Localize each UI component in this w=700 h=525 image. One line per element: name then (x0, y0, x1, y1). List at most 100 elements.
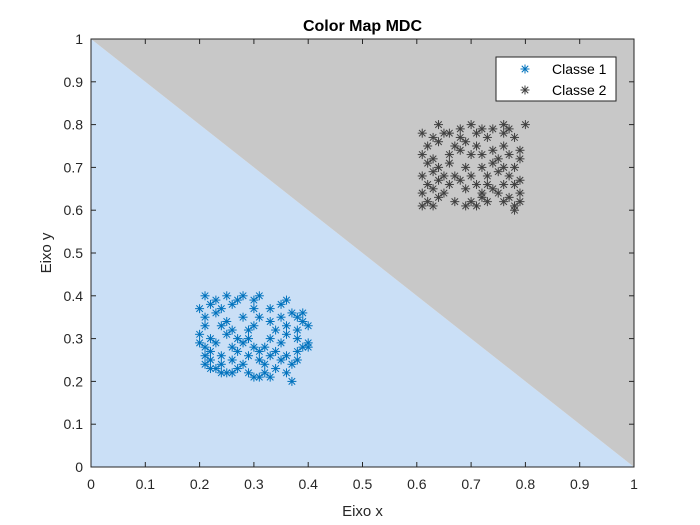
data-point-series-2 (428, 154, 438, 164)
data-point-series-1 (200, 312, 210, 322)
y-tick-label: 0.8 (64, 117, 84, 133)
data-point-series-1 (281, 329, 291, 339)
data-point-series-2 (488, 124, 498, 134)
y-tick-label: 0.9 (64, 74, 84, 90)
data-point-series-2 (455, 175, 465, 185)
data-point-series-2 (510, 162, 520, 172)
data-point-series-2 (482, 180, 492, 190)
data-point-series-2 (515, 175, 525, 185)
data-point-series-2 (488, 145, 498, 155)
y-tick-label: 0 (75, 459, 83, 475)
data-point-series-2 (515, 154, 525, 164)
data-point-series-2 (520, 120, 530, 130)
data-point-series-2 (444, 180, 454, 190)
data-point-series-2 (493, 188, 503, 198)
data-point-series-2 (499, 162, 509, 172)
data-point-series-2 (499, 141, 509, 151)
data-point-series-1 (200, 291, 210, 301)
data-point-series-1 (287, 308, 297, 318)
data-point-series-2 (499, 128, 509, 138)
data-point-series-1 (233, 334, 243, 344)
data-point-series-2 (493, 154, 503, 164)
data-point-series-2 (466, 197, 476, 207)
data-point-series-2 (450, 141, 460, 151)
x-tick-label: 0.1 (136, 476, 156, 492)
data-point-series-2 (455, 124, 465, 134)
data-point-series-2 (477, 150, 487, 160)
data-point-series-2 (504, 150, 514, 160)
data-point-series-1 (254, 346, 264, 356)
data-point-series-1 (276, 312, 286, 322)
data-point-series-1 (287, 376, 297, 386)
data-point-series-1 (211, 364, 221, 374)
data-point-series-2 (510, 180, 520, 190)
data-point-series-2 (466, 171, 476, 181)
data-point-series-1 (292, 334, 302, 344)
data-point-series-2 (510, 132, 520, 142)
legend-marker-2 (520, 85, 530, 95)
data-point-series-2 (488, 158, 498, 168)
data-point-series-1 (303, 342, 313, 352)
data-point-series-1 (227, 299, 237, 309)
data-point-series-1 (216, 321, 226, 331)
data-point-series-1 (292, 312, 302, 322)
data-point-series-1 (216, 359, 226, 369)
data-point-series-2 (455, 132, 465, 142)
data-point-series-2 (499, 180, 509, 190)
data-point-series-2 (423, 180, 433, 190)
x-tick-label: 0.2 (190, 476, 210, 492)
data-point-series-1 (276, 355, 286, 365)
y-tick-label: 0.3 (64, 331, 84, 347)
data-point-series-2 (423, 158, 433, 168)
data-point-series-2 (444, 150, 454, 160)
data-point-series-1 (216, 304, 226, 314)
data-point-series-1 (276, 338, 286, 348)
data-point-series-2 (499, 120, 509, 130)
data-point-series-1 (233, 364, 243, 374)
decision-regions (91, 39, 634, 467)
data-point-series-1 (292, 355, 302, 365)
data-point-series-2 (477, 124, 487, 134)
x-tick-label: 0.4 (298, 476, 318, 492)
data-point-series-2 (461, 201, 471, 211)
x-axis-label: Eixo x (342, 503, 383, 520)
data-point-series-2 (461, 162, 471, 172)
y-tick-label: 0.6 (64, 202, 84, 218)
data-point-series-2 (466, 150, 476, 160)
chart-title: Color Map MDC (303, 18, 423, 35)
data-point-series-2 (499, 197, 509, 207)
data-point-series-1 (281, 321, 291, 331)
data-point-series-1 (254, 355, 264, 365)
y-axis-label: Eixo y (38, 232, 55, 273)
data-point-series-2 (482, 132, 492, 142)
data-point-series-1 (276, 299, 286, 309)
y-tick-label: 0.2 (64, 373, 84, 389)
data-point-series-1 (233, 346, 243, 356)
data-point-series-1 (254, 372, 264, 382)
x-tick-label: 0.5 (353, 476, 373, 492)
data-point-series-1 (243, 334, 253, 344)
data-point-series-2 (444, 158, 454, 168)
data-point-series-2 (417, 188, 427, 198)
data-point-series-2 (504, 124, 514, 134)
data-point-series-1 (298, 316, 308, 326)
data-point-series-2 (493, 167, 503, 177)
data-point-series-1 (211, 308, 221, 318)
data-point-series-1 (205, 346, 215, 356)
data-point-series-2 (423, 141, 433, 151)
data-point-series-1 (249, 342, 259, 352)
data-point-series-2 (510, 205, 520, 215)
data-point-series-2 (515, 197, 525, 207)
data-point-series-2 (461, 137, 471, 147)
legend-marker-1 (520, 64, 530, 74)
data-point-series-1 (243, 368, 253, 378)
legend-box (495, 56, 617, 102)
data-point-series-1 (222, 291, 232, 301)
data-point-series-1 (222, 316, 232, 326)
data-point-series-2 (428, 132, 438, 142)
x-tick-label: 0.7 (461, 476, 481, 492)
data-point-series-2 (434, 175, 444, 185)
x-tick-label: 0.3 (244, 476, 264, 492)
data-point-series-2 (477, 192, 487, 202)
data-point-series-1 (205, 355, 215, 365)
